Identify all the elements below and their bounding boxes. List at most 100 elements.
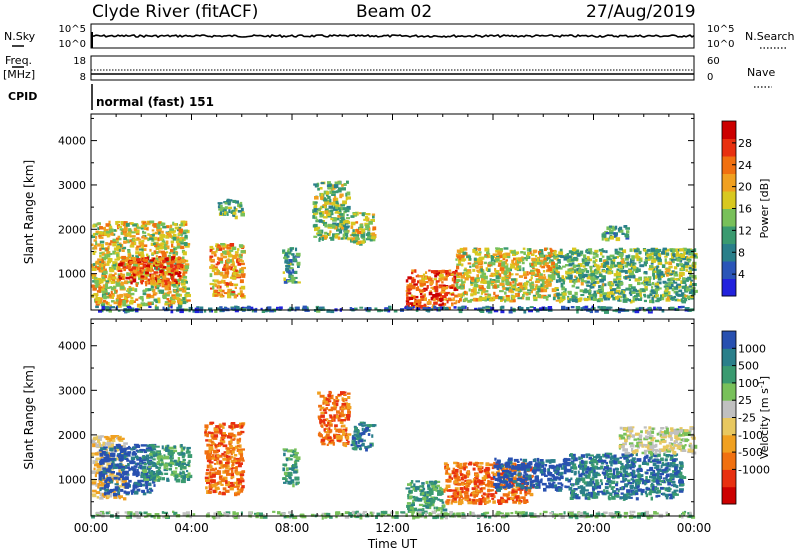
data-cell	[581, 258, 586, 262]
data-cell	[472, 292, 476, 296]
data-cell	[451, 302, 454, 306]
data-cell	[109, 286, 113, 289]
data-cell	[640, 296, 643, 299]
data-cell	[109, 437, 113, 442]
data-cell	[95, 297, 101, 301]
data-cell	[359, 212, 362, 215]
data-cell	[477, 261, 482, 265]
data-cell	[479, 284, 482, 289]
data-cell	[332, 233, 336, 238]
data-cell	[142, 248, 147, 251]
data-cell	[110, 240, 115, 243]
data-cell	[457, 300, 461, 304]
data-cell	[100, 461, 105, 465]
data-cell	[113, 301, 118, 305]
data-cell	[129, 299, 135, 303]
data-cell	[234, 469, 238, 473]
data-cell	[329, 198, 332, 203]
data-cell	[571, 298, 576, 303]
data-cell	[112, 241, 117, 244]
data-cell	[325, 403, 330, 406]
data-cell	[365, 233, 369, 236]
y-axis-title: Slant Range [km]	[22, 160, 36, 264]
data-cell	[161, 477, 165, 481]
data-cell	[406, 286, 412, 290]
data-cell	[347, 237, 352, 241]
data-cell	[236, 444, 240, 447]
data-cell	[141, 449, 146, 452]
data-cell	[352, 240, 358, 244]
data-cell	[510, 278, 516, 281]
data-cell	[186, 299, 191, 302]
data-cell	[518, 275, 523, 278]
data-cell	[108, 242, 112, 246]
data-cell	[211, 454, 215, 458]
data-cell	[453, 306, 457, 309]
data-cell	[166, 262, 171, 265]
data-cell	[540, 283, 543, 287]
data-cell	[122, 266, 127, 270]
data-cell	[324, 201, 329, 205]
data-cell	[361, 231, 365, 236]
data-cell	[374, 307, 378, 311]
data-cell	[505, 287, 509, 291]
data-cell	[602, 259, 607, 264]
data-cell	[109, 488, 114, 492]
data-cell	[237, 490, 241, 493]
data-cell	[537, 288, 541, 293]
data-cell	[473, 298, 476, 302]
data-cell	[322, 408, 327, 412]
data-cell	[91, 482, 97, 485]
data-cell	[234, 445, 239, 449]
data-cell	[111, 489, 116, 493]
data-cell	[631, 255, 635, 259]
data-cell	[334, 427, 337, 430]
data-cell	[149, 294, 155, 299]
data-cell	[165, 449, 170, 452]
data-cell	[287, 458, 293, 461]
data-cell	[530, 271, 535, 276]
data-cell	[658, 278, 661, 281]
data-cell	[578, 273, 583, 277]
data-cell	[92, 275, 95, 279]
data-cell	[98, 461, 102, 464]
data-cell	[503, 247, 509, 250]
data-cell	[106, 260, 112, 264]
data-cell	[635, 298, 640, 301]
data-cell	[104, 283, 109, 288]
data-cell	[125, 239, 129, 242]
data-cell	[323, 396, 327, 401]
data-cell	[334, 400, 339, 403]
data-cell	[169, 230, 173, 234]
data-cell	[139, 462, 143, 465]
data-cell	[127, 462, 130, 467]
data-cell	[155, 255, 158, 258]
data-cell	[291, 481, 295, 484]
data-cell	[171, 256, 176, 259]
data-cell	[183, 236, 188, 240]
data-cell	[521, 287, 525, 291]
data-cell	[460, 279, 463, 282]
data-cell	[563, 257, 567, 261]
data-cell	[558, 296, 563, 300]
data-cell	[652, 267, 655, 271]
data-cell	[120, 437, 125, 440]
data-cell	[329, 190, 335, 195]
data-cell	[681, 272, 685, 276]
data-cell	[233, 294, 237, 299]
data-cell	[644, 258, 648, 262]
data-cell	[103, 295, 107, 300]
data-cell	[317, 433, 322, 437]
data-cell	[450, 286, 454, 289]
data-cell	[232, 212, 237, 215]
data-cell	[333, 226, 338, 230]
data-cell	[414, 269, 417, 273]
data-cell	[169, 461, 174, 465]
data-cell	[161, 251, 167, 256]
data-cell	[579, 289, 584, 293]
data-cell	[423, 293, 426, 297]
data-cell	[331, 201, 336, 206]
data-cell	[485, 305, 490, 310]
data-cell	[167, 278, 170, 282]
data-cell	[559, 279, 565, 282]
